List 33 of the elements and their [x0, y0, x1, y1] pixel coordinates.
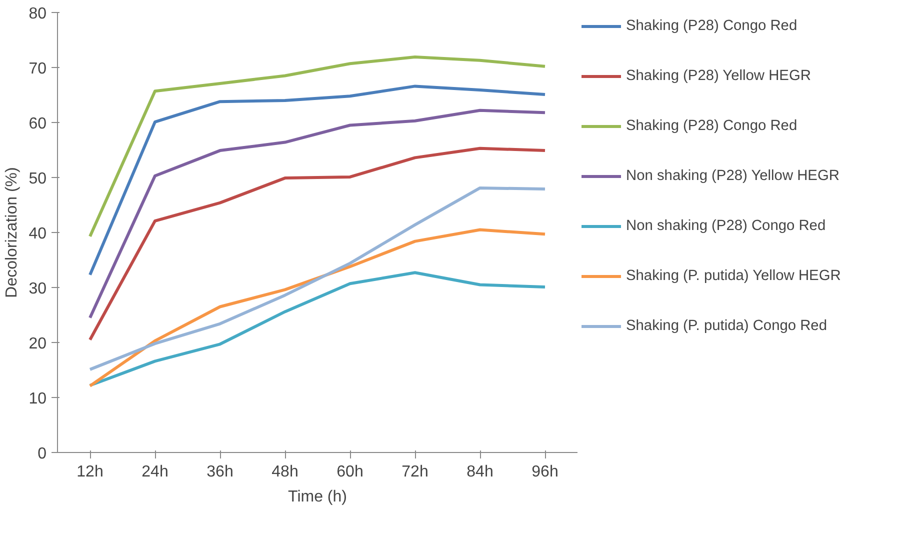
y-tick-label: 60 [28, 116, 47, 132]
line-series [88, 108, 546, 320]
legend-label: Non shaking (P28) Congo Red [626, 218, 826, 234]
y-tick-label: 70 [28, 60, 47, 78]
legend-label: Shaking (P28) Yellow HEGR [626, 68, 811, 84]
y-tick-label: 0 [38, 446, 47, 462]
y-tick-label: 80 [28, 6, 47, 22]
legend-label: Shaking (P28) Congo Red [626, 18, 798, 34]
x-tick-label: 84h [466, 464, 494, 480]
legend-label: Shaking (P. putida) Congo Red [626, 318, 827, 334]
line-series [88, 228, 546, 388]
y-tick-label: 20 [28, 336, 47, 352]
legend-label: Shaking (P28) Congo Red [626, 118, 798, 134]
line-series [88, 146, 546, 342]
x-axis-title: Time (h) [288, 488, 347, 506]
x-tick-label: 72h [402, 464, 428, 480]
line-series [88, 186, 546, 371]
x-tick-label: 24h [142, 464, 168, 480]
line-series [88, 56, 546, 238]
y-tick-label: 50 [28, 170, 47, 188]
y-axis-title: Decolorization (%) [4, 167, 21, 298]
x-tick-label: 96h [532, 464, 558, 480]
y-tick-label: 10 [28, 390, 47, 408]
x-tick-label: 60h [336, 464, 364, 480]
legend-label: Non shaking (P28) Yellow HEGR [626, 168, 840, 184]
line-series [88, 271, 546, 387]
line-series [88, 84, 546, 276]
x-tick-label: 36h [206, 464, 234, 480]
legend-label: Shaking (P. putida) Yellow HEGR [626, 268, 841, 284]
y-tick-label: 40 [28, 226, 47, 242]
y-tick-label: 30 [28, 280, 47, 298]
x-tick-label: 48h [272, 464, 298, 480]
x-tick-label: 12h [76, 464, 104, 480]
